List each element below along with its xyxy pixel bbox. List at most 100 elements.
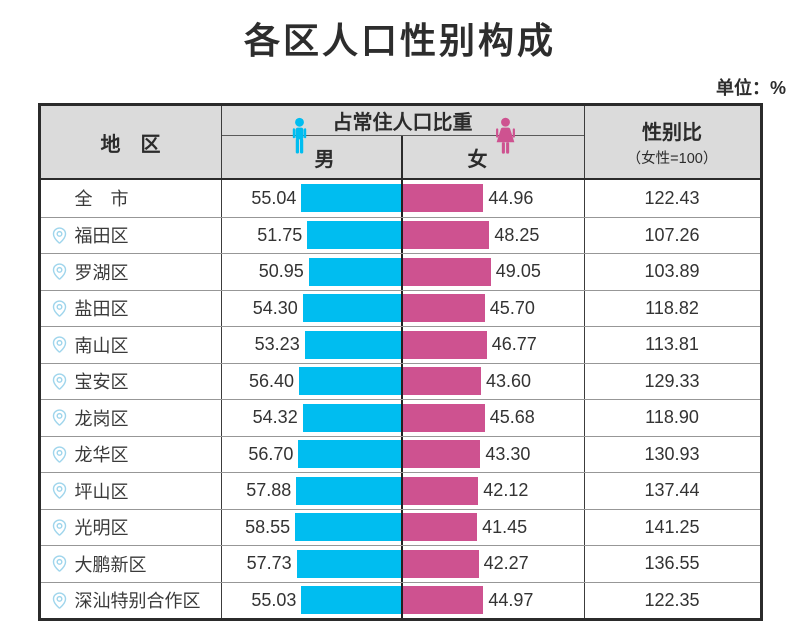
location-pin-icon (52, 263, 66, 280)
male-bar (301, 586, 401, 615)
ratio-value: 118.90 (645, 407, 699, 428)
male-value: 51.75 (257, 224, 303, 245)
female-side: 48.25 (402, 218, 584, 254)
table-row: 坪山区 57.88 42.12 137.44 (40, 472, 760, 509)
location-pin-icon (52, 373, 66, 390)
ratio-column-header: 性别比 （女性=100） (585, 106, 760, 178)
share-header: 占常住人口比重 (332, 112, 473, 134)
table-row: 福田区 51.75 48.25 107.26 (40, 216, 760, 254)
female-side: 43.30 (402, 437, 584, 473)
region-label: 全 市 (74, 189, 129, 210)
region-label: 龙华区 (74, 445, 129, 466)
region-column-header: 地 区 (41, 106, 222, 178)
male-bar (296, 549, 401, 578)
female-value: 41.45 (482, 516, 528, 537)
male-person-icon (292, 117, 306, 154)
male-bar (308, 257, 401, 286)
female-side: 45.70 (402, 291, 584, 327)
male-bar (296, 476, 401, 505)
share-bars-cell: 58.55 41.45 (222, 509, 585, 546)
region-cell: 盐田区 (41, 290, 222, 326)
female-value: 44.97 (488, 589, 534, 610)
location-pin-icon (52, 519, 66, 536)
male-value: 54.30 (252, 297, 298, 318)
male-side: 55.04 (222, 180, 403, 217)
female-value: 48.25 (494, 224, 540, 245)
female-side: 41.45 (402, 510, 584, 546)
table-row: 全 市 55.04 44.96 122.43 (41, 180, 760, 217)
share-bars-cell: 55.03 44.97 (222, 582, 585, 618)
region-cell: 龙华区 (41, 436, 222, 472)
share-bars-cell: 53.23 46.77 (222, 327, 585, 363)
male-side: 58.55 (222, 509, 403, 545)
share-bars-cell: 56.70 43.30 (222, 436, 585, 473)
male-bar (301, 184, 401, 213)
female-side: 42.12 (402, 473, 584, 509)
ratio-header-title: 性别比 (642, 122, 702, 144)
region-label: 光明区 (74, 518, 129, 539)
female-value: 45.70 (489, 297, 535, 318)
male-bar (295, 513, 401, 542)
table-row: 大鹏新区 57.73 42.27 136.55 (40, 545, 760, 582)
female-value: 45.68 (489, 407, 535, 428)
location-pin-icon (52, 555, 66, 572)
female-bar (402, 367, 481, 396)
male-bar (298, 440, 401, 469)
location-pin-icon (52, 300, 66, 317)
female-bar (402, 184, 484, 213)
male-value: 58.55 (245, 516, 291, 537)
share-bars-cell: 54.30 45.70 (222, 290, 585, 327)
ratio-value: 118.82 (645, 297, 699, 318)
ratio-value: 103.89 (644, 261, 700, 282)
male-bar (304, 330, 401, 359)
ratio-value: 141.25 (644, 516, 700, 537)
female-side: 49.05 (402, 254, 584, 290)
ratio-value: 107.26 (644, 224, 700, 245)
region-cell: 全 市 (41, 180, 222, 217)
location-pin-icon (52, 336, 66, 353)
region-cell: 福田区 (41, 217, 222, 253)
region-cell: 坪山区 (41, 473, 222, 509)
male-value: 56.70 (248, 443, 294, 464)
gender-subheader-row: 男 女 (221, 117, 584, 183)
page-title: 各区人口性别构成 (243, 20, 556, 61)
table-row: 罗湖区 50.95 49.05 103.89 (40, 253, 760, 290)
share-bars-cell: 54.32 45.68 (222, 400, 585, 436)
female-bar (402, 221, 490, 250)
table-row: 盐田区 54.30 45.70 118.82 (40, 289, 760, 327)
female-bar (402, 294, 485, 323)
table-header: 地 区 占常住人口比重 男 女 (40, 106, 760, 183)
female-bar (402, 513, 478, 542)
female-value: 46.77 (491, 334, 537, 355)
female-value: 44.96 (488, 187, 534, 208)
region-cell: 宝安区 (41, 363, 222, 399)
female-person-icon (495, 117, 515, 154)
table-row: 龙岗区 54.32 45.68 118.90 (40, 399, 760, 436)
female-column-header: 女 (403, 117, 584, 183)
table-body: 全 市 55.04 44.96 122.43 福田区 51.75 (40, 180, 760, 618)
region-label: 龙岗区 (74, 408, 129, 429)
unit-label: 单位：% (715, 78, 786, 98)
female-bar (402, 403, 485, 432)
region-label: 福田区 (74, 226, 129, 247)
location-pin-icon (52, 592, 66, 609)
region-cell: 深汕特别合作区 (41, 582, 222, 618)
male-side: 56.40 (222, 363, 403, 399)
table-row: 深汕特别合作区 55.03 44.97 122.35 (40, 581, 760, 618)
ratio-value: 136.55 (644, 553, 700, 574)
region-label: 南山区 (74, 335, 129, 356)
share-bars-cell: 55.04 44.96 (222, 180, 585, 217)
region-cell: 南山区 (41, 327, 222, 363)
male-value: 55.03 (251, 589, 297, 610)
male-bar (302, 294, 401, 323)
female-value: 42.12 (483, 480, 529, 501)
female-value: 43.60 (486, 370, 532, 391)
female-bar (402, 257, 491, 286)
ratio-value: 137.44 (644, 480, 700, 501)
ratio-value: 122.43 (644, 187, 700, 208)
male-side: 57.73 (222, 546, 403, 582)
table-row: 龙华区 56.70 43.30 130.93 (40, 435, 760, 473)
female-side: 44.96 (402, 180, 584, 217)
location-pin-icon (52, 227, 66, 244)
female-bar (402, 440, 481, 469)
